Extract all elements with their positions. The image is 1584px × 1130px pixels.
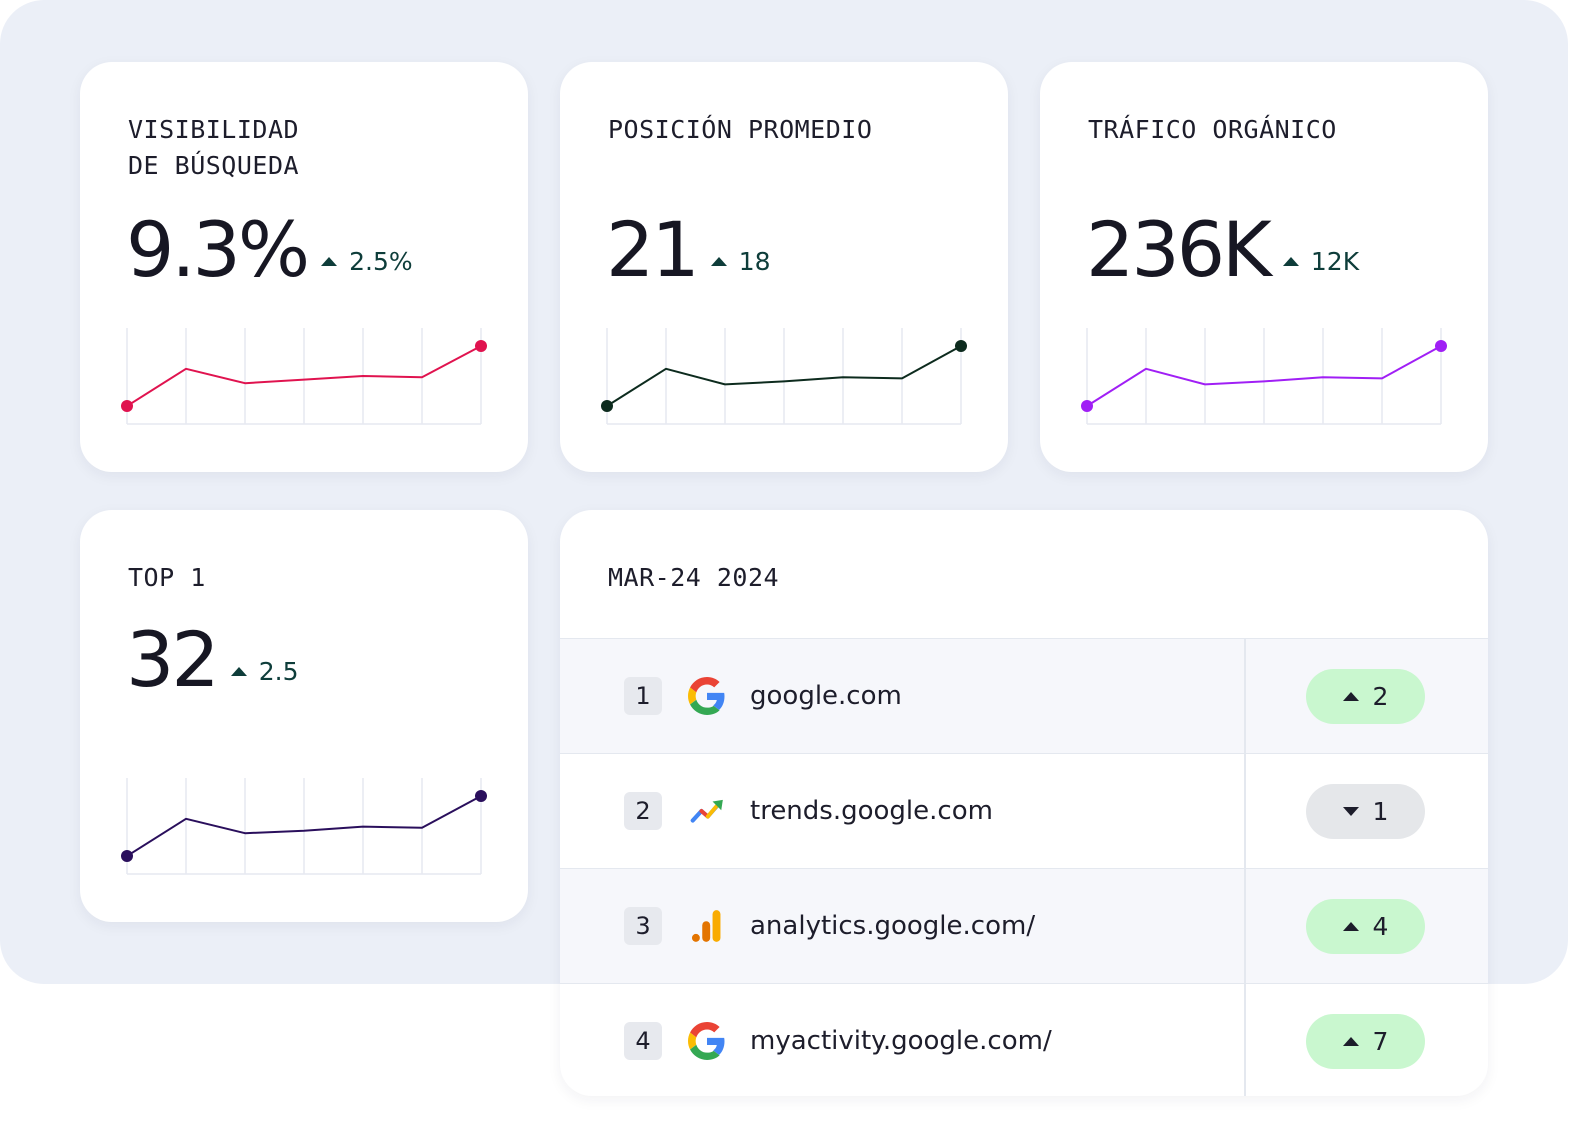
metric-delta: 2.5% <box>321 247 413 276</box>
rank-badge: 3 <box>624 907 662 945</box>
caret-up-icon <box>230 667 247 676</box>
rank-badge: 4 <box>624 1022 662 1060</box>
rank-badge: 2 <box>624 792 662 830</box>
sparkline-end-point <box>475 340 487 352</box>
site-domain: myactivity.google.com/ <box>750 1026 1052 1056</box>
site-domain: analytics.google.com/ <box>750 911 1036 941</box>
rank-change-badge: 4 <box>1306 898 1425 954</box>
ranking-date-title: MAR-24 2024 <box>608 563 780 592</box>
metric-card-average-position: POSICIÓN PROMEDIO 21 18 <box>560 62 1008 472</box>
metric-title: TOP 1 <box>128 563 206 592</box>
metric-delta-value: 2.5 <box>258 657 299 686</box>
metric-value: 32 <box>126 615 220 704</box>
metric-card-top-1: TOP 1 32 2.5 <box>80 510 528 922</box>
sparkline-start-point <box>1081 400 1093 412</box>
metric-value: 21 <box>606 205 700 294</box>
caret-up-icon <box>1342 1036 1359 1046</box>
table-row[interactable]: 2 trends.google.com 1 <box>560 753 1488 868</box>
metric-delta: 2.5 <box>230 657 299 686</box>
metric-card-organic-traffic: TRÁFICO ORGÁNICO 236K 12K <box>1040 62 1488 472</box>
metric-title: VISIBILIDAD DE BÚSQUEDA <box>128 115 300 180</box>
google-trends-icon <box>690 799 723 823</box>
google-icon <box>688 677 725 715</box>
rank-change-badge: 2 <box>1306 668 1425 724</box>
sparkline-start-point <box>121 400 133 412</box>
sparkline-chart <box>121 328 487 425</box>
caret-up-icon <box>321 257 338 266</box>
rank-change-value: 1 <box>1372 796 1389 826</box>
table-row[interactable]: 3 analytics.google.com/ 4 <box>560 868 1488 983</box>
sparkline-series <box>126 795 482 857</box>
rank-change-value: 2 <box>1372 681 1389 711</box>
metric-title: TRÁFICO ORGÁNICO <box>1088 115 1337 144</box>
table-row[interactable]: 4 myactivity.google.com/ 7 <box>560 983 1488 1096</box>
column-divider <box>1244 754 1246 868</box>
site-domain: google.com <box>750 681 902 711</box>
sparkline-end-point <box>955 340 967 352</box>
sparkline-start-point <box>121 850 133 862</box>
metric-card-search-visibility: VISIBILIDAD DE BÚSQUEDA 9.3% 2.5% <box>80 62 528 472</box>
column-divider <box>1244 984 1246 1096</box>
metric-delta: 12K <box>1282 247 1360 276</box>
google-icon <box>688 1022 725 1060</box>
table-row[interactable]: 1 google.com 2 <box>560 638 1488 753</box>
rank-badge: 1 <box>624 677 662 715</box>
rank-change-value: 4 <box>1372 911 1389 941</box>
caret-up-icon <box>1342 691 1359 701</box>
sparkline-series <box>606 345 962 407</box>
sparkline-chart <box>601 328 967 425</box>
google-analytics-icon <box>691 910 721 942</box>
column-divider <box>1244 869 1246 983</box>
caret-up-icon <box>710 257 727 266</box>
sparkline-start-point <box>601 400 613 412</box>
metric-value: 236K <box>1086 205 1272 294</box>
caret-up-icon <box>1282 257 1299 266</box>
caret-down-icon <box>1342 806 1359 816</box>
sparkline-end-point <box>1435 340 1447 352</box>
sparkline-chart <box>121 778 487 875</box>
rank-change-badge: 7 <box>1306 1013 1425 1069</box>
site-domain: trends.google.com <box>750 796 993 826</box>
rank-change-value: 7 <box>1372 1026 1389 1056</box>
sparkline-series <box>126 345 482 407</box>
metric-value: 9.3% <box>126 205 310 294</box>
metric-delta: 18 <box>710 247 771 276</box>
caret-up-icon <box>1342 921 1359 931</box>
metric-delta-value: 18 <box>738 247 771 276</box>
metric-title: POSICIÓN PROMEDIO <box>608 115 873 144</box>
column-divider <box>1244 639 1246 753</box>
metric-delta-value: 2.5% <box>349 247 413 276</box>
sparkline-series <box>1086 345 1442 407</box>
sparkline-end-point <box>475 790 487 802</box>
sparkline-chart <box>1081 328 1447 425</box>
rank-change-badge: 1 <box>1306 783 1425 839</box>
ranking-table-card: MAR-24 2024 1 google.com 2 2 trends.goog… <box>560 510 1488 1096</box>
metric-delta-value: 12K <box>1310 247 1360 276</box>
